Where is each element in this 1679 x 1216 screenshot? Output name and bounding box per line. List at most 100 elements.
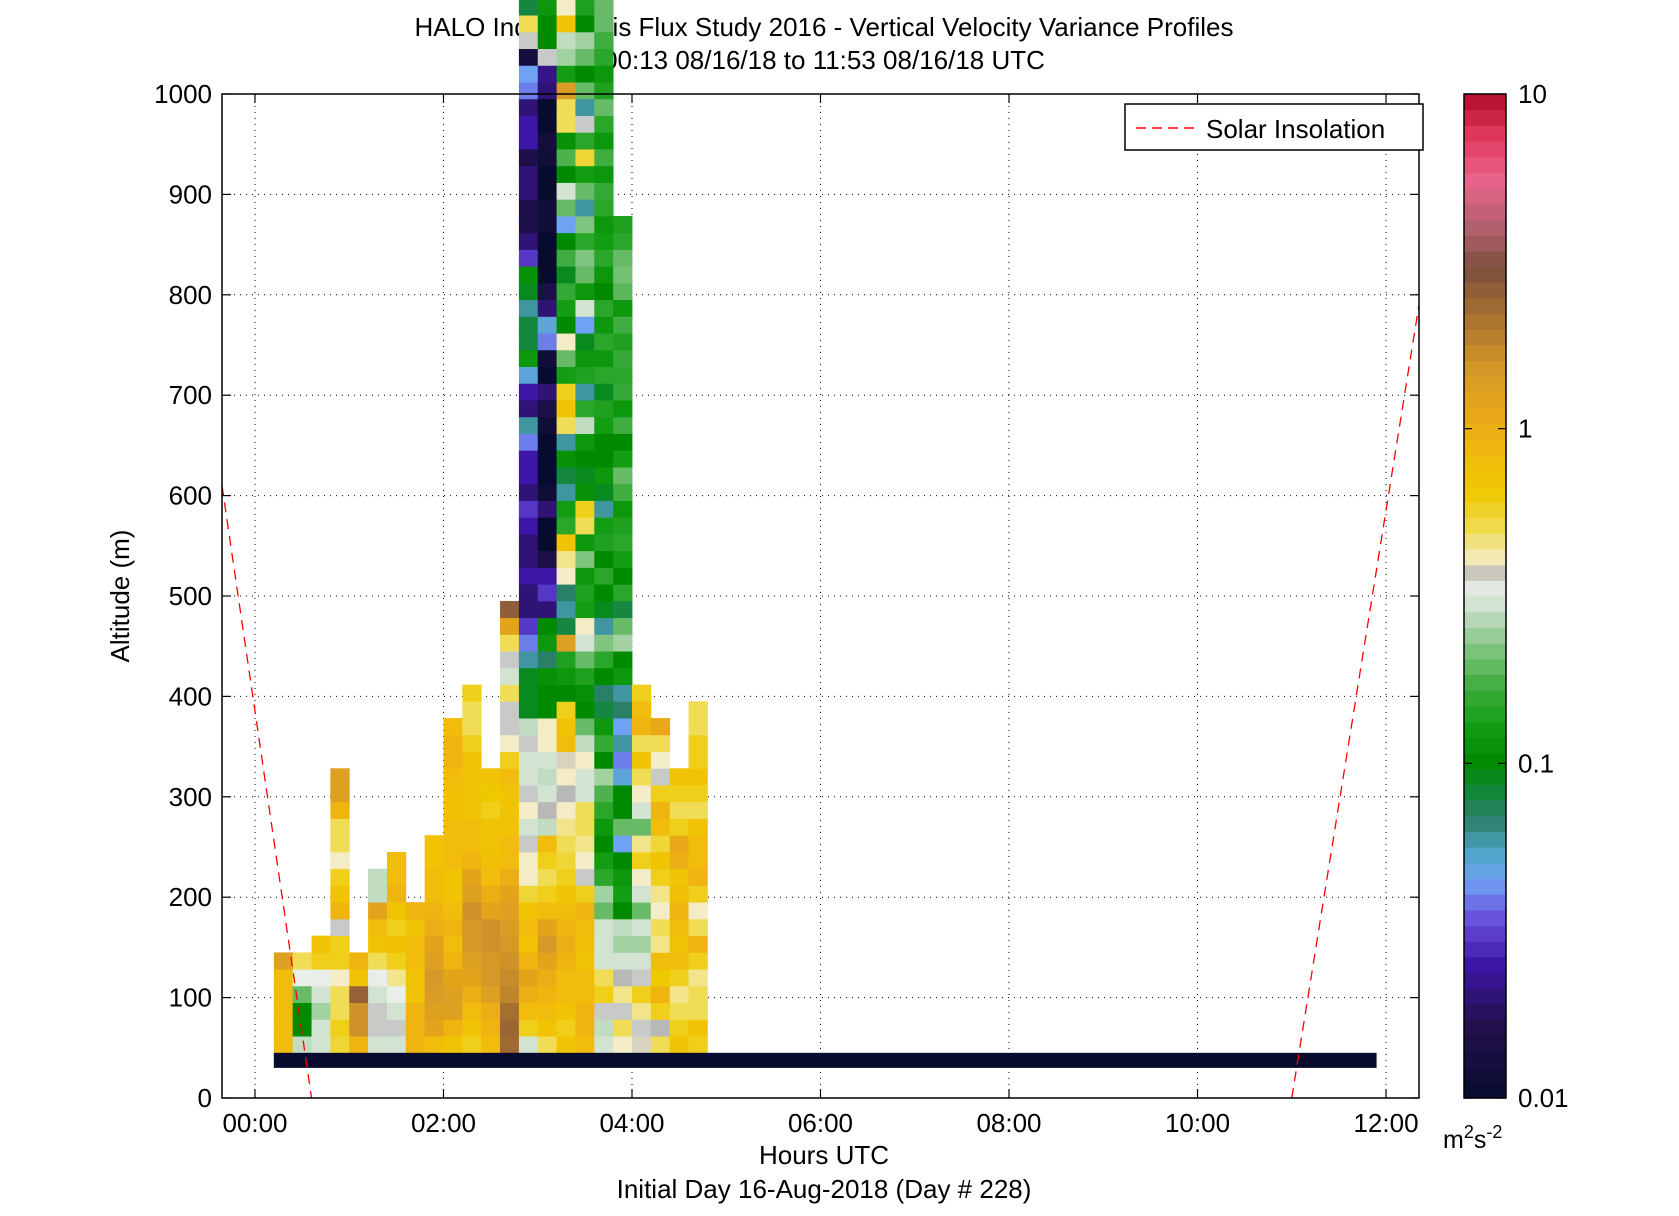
surface-band: [273, 1052, 1377, 1068]
heatmap-cell: [518, 416, 539, 434]
heatmap-cell: [292, 1019, 312, 1037]
plot-area: 00:00 02:00 04:00 06:00 08:00 10:00 12:00 0 100…: [154, 0, 1420, 1138]
heatmap-cell: [518, 868, 539, 886]
heatmap-cell: [556, 935, 576, 953]
heatmap-cell: [537, 433, 557, 451]
heatmap-cell: [556, 533, 576, 552]
colorbar-segment: [1464, 1035, 1506, 1052]
heatmap-cell: [500, 918, 520, 937]
heatmap-cell: [631, 835, 652, 853]
heatmap-cell: [518, 651, 539, 669]
colorbar-unit: m2s-2: [1443, 1122, 1502, 1154]
heatmap-cell: [669, 1019, 689, 1037]
heatmap-cell: [518, 82, 539, 100]
heatmap-cell: [462, 718, 482, 736]
heatmap-cell: [556, 918, 576, 937]
colorbar-segment: [1464, 172, 1506, 189]
heatmap-cell: [330, 1019, 350, 1037]
heatmap-cell: [405, 902, 426, 920]
colorbar-segment: [1464, 909, 1506, 927]
heatmap-cell: [594, 232, 614, 250]
heatmap-cell: [424, 1019, 444, 1037]
heatmap-cell: [613, 450, 633, 468]
heatmap-cell: [386, 902, 407, 920]
heatmap-cell: [537, 115, 557, 133]
heatmap-cell: [575, 316, 595, 334]
legend-label: Solar Insolation: [1206, 114, 1385, 144]
heatmap-cell: [405, 1002, 426, 1020]
heatmap-cell: [613, 517, 633, 535]
heatmap-cell: [311, 969, 331, 987]
heatmap-cell: [556, 500, 576, 518]
heatmap-cell: [330, 835, 350, 853]
heatmap-cell: [631, 1036, 652, 1054]
heatmap-cell: [518, 31, 539, 50]
heatmap-cell: [613, 433, 633, 451]
heatmap-cell: [594, 851, 614, 870]
heatmap-cell: [575, 199, 595, 217]
heatmap-cell: [537, 718, 557, 736]
colorbar-segment: [1464, 454, 1506, 472]
heatmap-cell: [500, 801, 520, 819]
heatmap-cell: [537, 651, 557, 669]
heatmap-cell: [594, 667, 614, 686]
heatmap-cell: [631, 985, 652, 1004]
heatmap-cell: [556, 885, 576, 903]
heatmap-cell: [669, 902, 689, 920]
heatmap-cell: [613, 249, 633, 267]
heatmap-cell: [368, 885, 388, 903]
heatmap-cell: [481, 768, 501, 786]
colorbar-segment: [1464, 470, 1506, 487]
heatmap-cell: [462, 851, 482, 870]
heatmap-cell: [518, 768, 539, 786]
heatmap-cell: [575, 651, 595, 669]
colorbar-segment: [1464, 501, 1506, 519]
heatmap-cell: [650, 751, 671, 769]
heatmap-cell: [481, 785, 501, 803]
heatmap-cell: [500, 952, 520, 970]
heatmap-cell: [537, 952, 557, 970]
heatmap-cell: [462, 952, 482, 970]
heatmap-cell: [537, 48, 557, 66]
heatmap-cell: [613, 467, 633, 485]
heatmap-cell: [613, 333, 633, 351]
heatmap-cell: [669, 785, 689, 803]
heatmap-cell: [669, 952, 689, 970]
heatmap-cell: [349, 985, 369, 1004]
colorbar-segment: [1464, 721, 1506, 738]
heatmap-cell: [556, 952, 576, 970]
colorbar-segment: [1464, 1003, 1506, 1021]
heatmap-cell: [518, 299, 539, 317]
heatmap-cell: [537, 232, 557, 250]
heatmap-cell: [330, 851, 350, 870]
heatmap-cell: [594, 215, 614, 234]
heatmap-cell: [613, 550, 633, 568]
heatmap-cell: [631, 969, 652, 987]
heatmap-cell: [330, 985, 350, 1004]
heatmap-cell: [575, 450, 595, 468]
heatmap-cell: [613, 282, 633, 301]
heatmap-cell: [594, 634, 614, 652]
colorbar-segment: [1464, 956, 1506, 974]
heatmap-cell: [688, 1036, 708, 1054]
colorbar-segment: [1464, 156, 1506, 174]
heatmap-cell: [613, 818, 633, 836]
colorbar-segment: [1464, 1082, 1506, 1099]
heatmap-cell: [556, 584, 576, 602]
heatmap-cell: [613, 1002, 633, 1020]
chart-subtitle: 00:13 08/16/18 to 11:53 08/16/18 UTC: [603, 45, 1045, 75]
heatmap-cell: [518, 885, 539, 903]
heatmap-cell: [575, 31, 595, 50]
heatmap-cell: [405, 1036, 426, 1054]
heatmap-cell: [650, 985, 671, 1004]
heatmap-cell: [575, 366, 595, 384]
heatmap-cell: [613, 416, 633, 434]
heatmap-cell: [500, 1036, 520, 1054]
heatmap-cell: [537, 768, 557, 786]
heatmap-cell: [650, 818, 671, 836]
heatmap-cell: [273, 1019, 294, 1037]
heatmap-cell: [556, 416, 576, 434]
heatmap-cell: [518, 232, 539, 250]
heatmap-cell: [613, 483, 633, 501]
colorbar-segment: [1464, 674, 1506, 691]
